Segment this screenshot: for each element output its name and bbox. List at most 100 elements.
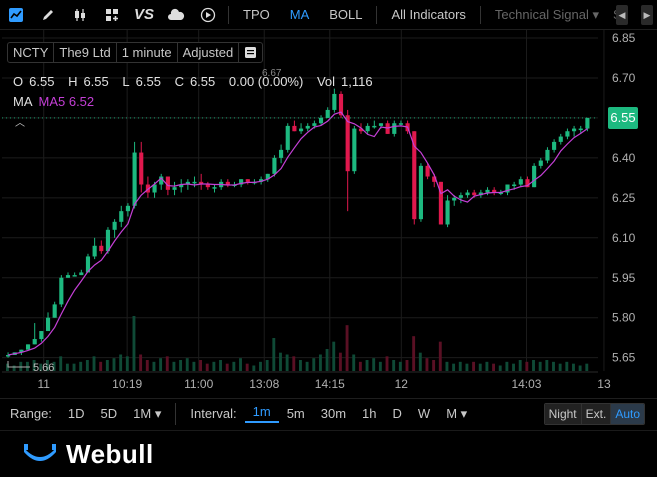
all-indicators-button[interactable]: All Indicators [391,7,466,22]
candle-body [505,184,510,193]
candle-body [152,184,157,193]
volume-bar [252,365,256,371]
tab-tpo[interactable]: TPO [243,7,270,22]
volume-bar [412,336,416,371]
collapse-chevron-icon[interactable]: ︿ [15,118,25,129]
volume-bar [179,360,183,371]
candle-body [578,128,583,131]
candle-body [432,176,437,182]
candle-body [358,128,364,132]
low-label: L [122,74,130,89]
cloud-icon[interactable] [160,0,192,30]
volume-bar [452,363,456,371]
candle-body [465,192,470,196]
brand-name: Webull [66,438,154,469]
interval-1h[interactable]: 1h [362,406,377,421]
last-price-tag: 6.55 [608,106,638,129]
candle-body [99,245,104,252]
interval-display[interactable]: 1 minute [117,43,178,62]
candle-body [458,195,463,198]
candles-icon[interactable] [64,0,96,30]
chart-line-icon[interactable] [0,0,32,30]
volume-bar [19,361,23,371]
volume-bar [332,341,336,371]
vs-icon[interactable]: VS [133,6,154,23]
candle-body [179,184,184,188]
tab-boll[interactable]: BOLL [329,7,363,22]
candle-body [572,128,577,132]
adjust-display[interactable]: Adjusted [178,43,240,62]
candle-body [192,181,197,184]
ma-readout: MA MA5 6.52 [13,94,94,109]
candle-body [318,117,324,124]
candle-body [199,181,204,185]
candle-body [532,165,537,188]
volume-bar [425,358,429,371]
interval-1m[interactable]: 1m [244,404,279,423]
range-1m[interactable]: 1M ▾ [133,405,162,421]
y-tick-label: 6.40 [612,151,636,165]
symbol-ticker[interactable]: NCTY [8,43,55,62]
scroll-right-icon[interactable]: ▶ [641,5,653,25]
tab-ma[interactable]: MA [289,7,310,22]
candle-body [398,123,404,125]
interval-30m[interactable]: 30m [320,406,347,421]
range-interval-bar: Range: 1D 5D 1M ▾ Interval: 1m 5m 30m 1h… [0,398,657,428]
volume-bar [172,361,176,371]
toggle-ext[interactable]: Ext. [581,404,612,424]
candle-body [585,117,590,129]
volume-bar [345,325,349,371]
candle-body [72,275,77,277]
volume-bar [292,356,296,371]
volume-bar [318,354,322,371]
candle-body [45,317,51,332]
range-5d[interactable]: 5D [100,406,118,421]
volume-bar [112,358,116,371]
candle-body [299,128,304,132]
volume-bar [159,358,163,371]
candle-body [392,123,397,134]
footer: Webull [0,430,657,477]
low-price-label: 5.66 [33,362,54,374]
y-tick-label: 6.85 [612,31,636,45]
candle-body [159,176,164,185]
volume-bar [45,360,49,371]
volume-bar [478,363,482,371]
y-tick-label: 6.25 [612,191,636,205]
candle-body [525,179,530,188]
volume-bar [472,361,476,371]
interval-w[interactable]: W [417,406,431,421]
interval-d[interactable]: D [392,406,402,421]
volume-label: Vol [316,74,336,89]
range-1d[interactable]: 1D [67,406,85,421]
volume-bar [219,360,222,371]
volume-bar [465,363,469,371]
candle-body [478,192,483,196]
candle-body [425,165,430,177]
volume-bar [132,316,136,371]
candle-body [305,125,310,129]
y-tick-label: 6.70 [612,71,636,85]
volume-bar [272,338,276,371]
volume-bar [458,361,462,371]
toggle-auto[interactable]: Auto [611,404,644,424]
technical-signal-dropdown[interactable]: Technical Signal ▾ [494,6,599,22]
scroll-left-icon[interactable]: ◀ [616,5,628,25]
volume-bar [558,363,562,371]
interval-5m[interactable]: 5m [286,406,305,421]
toggle-night[interactable]: Night [544,404,582,424]
interval-month[interactable]: M ▾ [446,405,468,421]
pen-icon[interactable] [32,0,64,30]
candle-body [492,189,497,193]
replay-icon[interactable] [192,0,224,30]
volume-bar [32,360,36,371]
volume-bar [492,363,496,371]
candle-body [119,211,124,222]
volume-bar [212,361,216,371]
candle-body [445,200,450,225]
volume-bar [538,361,542,371]
menu-icon[interactable] [239,43,262,62]
volume-bar [385,356,389,371]
grid-plus-icon[interactable] [96,0,128,30]
top-toolbar: VS TPO MA BOLL All Indicators Technical … [0,0,657,30]
